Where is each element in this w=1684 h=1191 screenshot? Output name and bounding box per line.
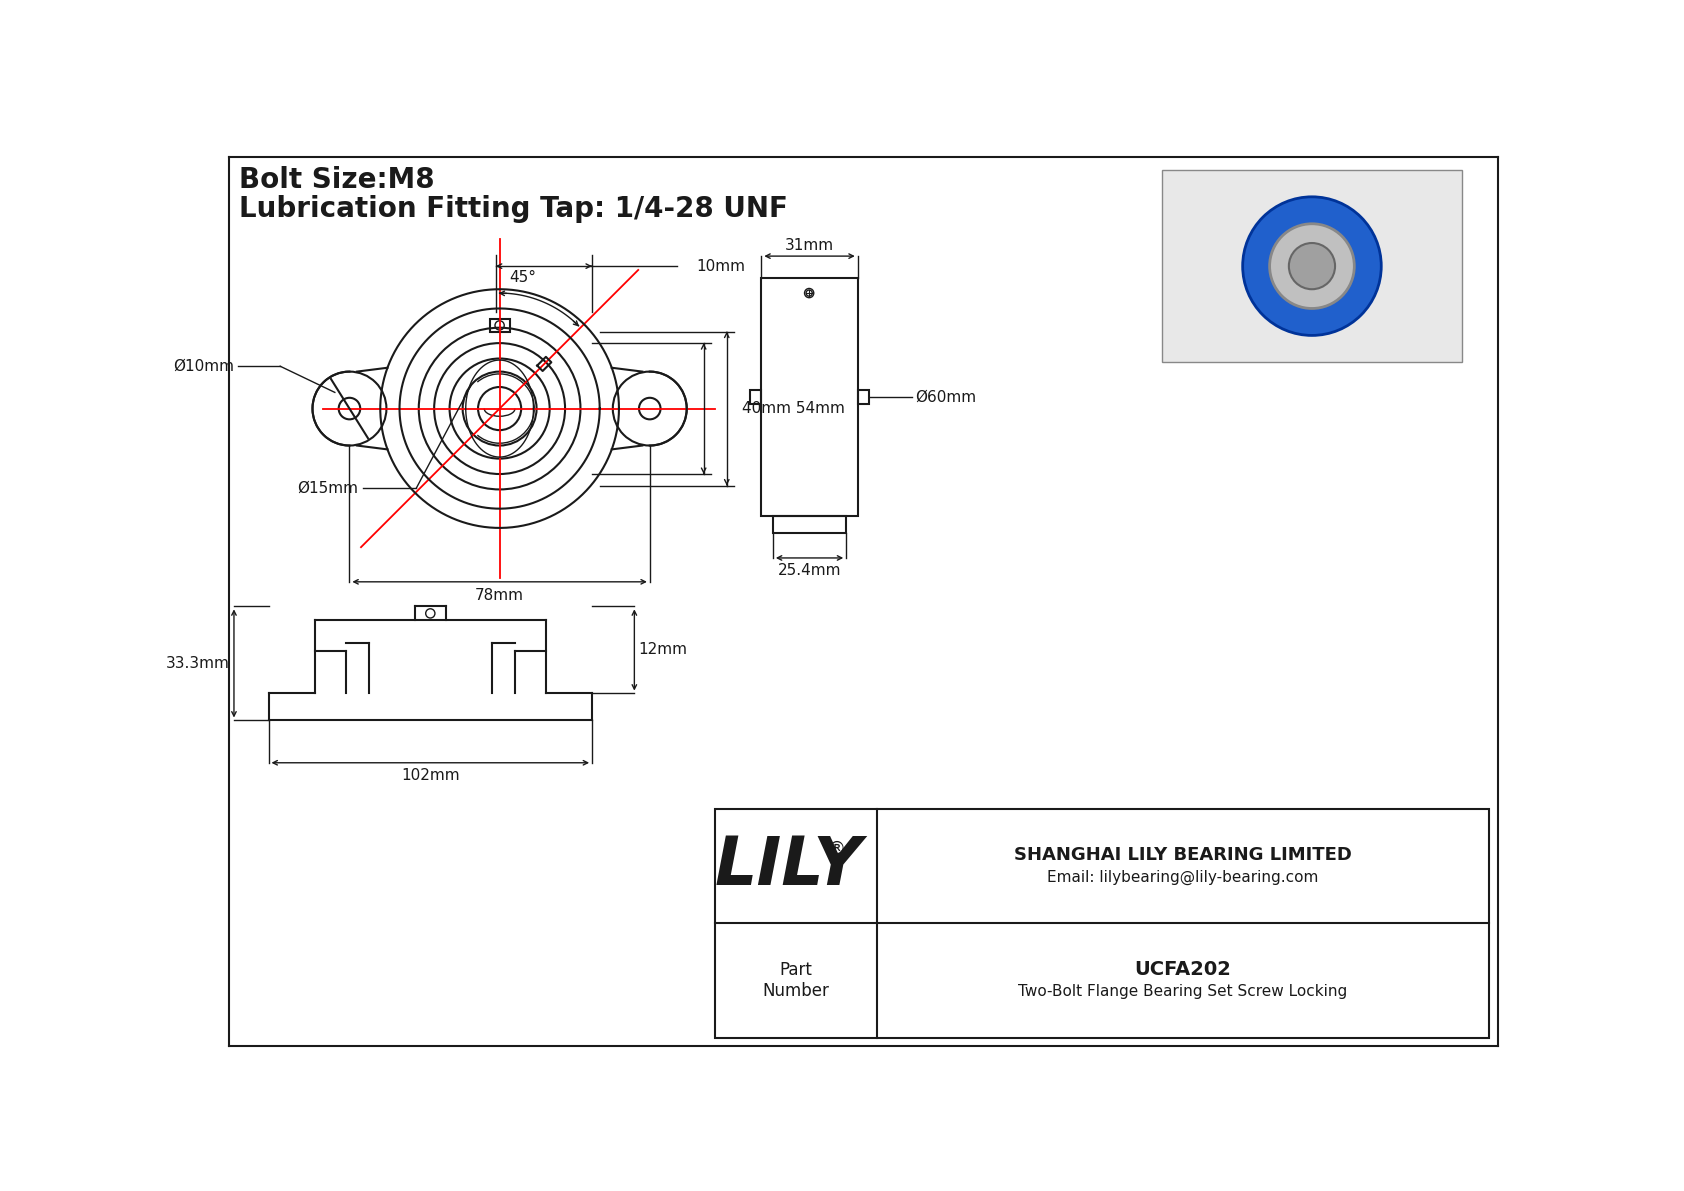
Bar <box>716 809 1489 1037</box>
Text: Email: lilybearing@lily-bearing.com: Email: lilybearing@lily-bearing.com <box>1047 871 1319 885</box>
Text: 40mm 54mm: 40mm 54mm <box>743 401 845 416</box>
Text: Part
Number: Part Number <box>763 961 830 1000</box>
Text: Two-Bolt Flange Bearing Set Screw Locking: Two-Bolt Flange Bearing Set Screw Lockin… <box>1019 984 1347 999</box>
Bar <box>761 278 857 517</box>
Text: Ø15mm: Ø15mm <box>298 480 359 495</box>
Text: UCFA202: UCFA202 <box>1135 960 1231 979</box>
Text: Ø10mm: Ø10mm <box>173 358 234 374</box>
Text: LILY: LILY <box>714 834 862 899</box>
Text: 10mm: 10mm <box>695 258 744 274</box>
Bar <box>490 319 510 331</box>
Circle shape <box>1288 243 1335 289</box>
Circle shape <box>1270 224 1354 308</box>
Text: ®: ® <box>827 840 845 859</box>
Bar <box>1162 170 1462 362</box>
Text: 25.4mm: 25.4mm <box>778 563 840 578</box>
Text: SHANGHAI LILY BEARING LIMITED: SHANGHAI LILY BEARING LIMITED <box>1014 846 1352 863</box>
Text: Lubrication Fitting Tap: 1/4-28 UNF: Lubrication Fitting Tap: 1/4-28 UNF <box>239 195 788 223</box>
Text: Ø60mm: Ø60mm <box>916 389 977 405</box>
Text: Bolt Size:M8: Bolt Size:M8 <box>239 166 434 194</box>
Text: 33.3mm: 33.3mm <box>167 656 231 671</box>
Text: 78mm: 78mm <box>475 588 524 603</box>
Text: 12mm: 12mm <box>638 642 687 657</box>
Bar <box>857 391 869 404</box>
Bar <box>749 391 761 404</box>
Circle shape <box>1243 197 1381 336</box>
Text: 31mm: 31mm <box>785 238 834 252</box>
Bar <box>773 517 845 534</box>
Text: 102mm: 102mm <box>401 767 460 782</box>
Text: 45°: 45° <box>509 270 536 285</box>
